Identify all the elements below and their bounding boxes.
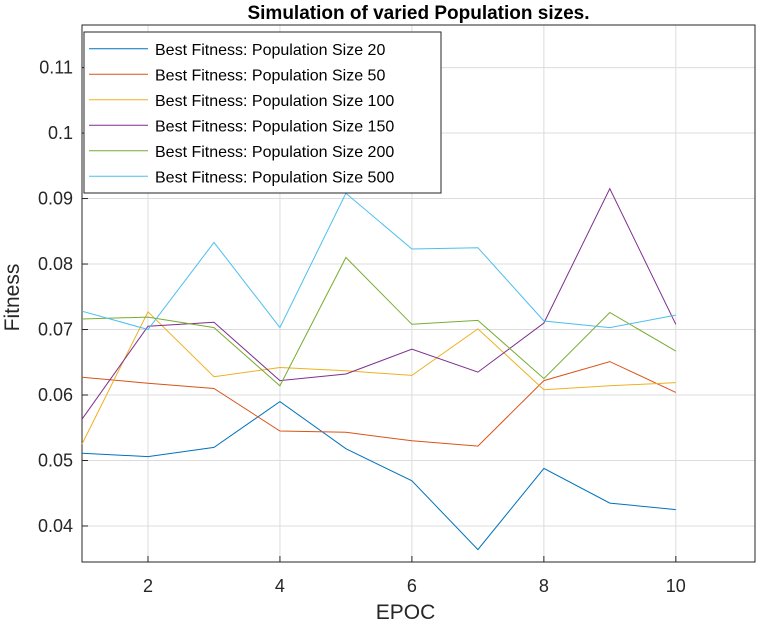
series-line bbox=[81, 361, 677, 447]
legend-label: Best Fitness: Population Size 200 bbox=[155, 144, 394, 161]
x-tick-label: 10 bbox=[666, 576, 686, 596]
legend-item[interactable]: Best Fitness: Population Size 150 bbox=[89, 118, 394, 135]
legend-label: Best Fitness: Population Size 50 bbox=[155, 67, 385, 84]
legend-label: Best Fitness: Population Size 150 bbox=[155, 118, 394, 135]
legend-label: Best Fitness: Population Size 500 bbox=[155, 169, 394, 186]
x-tick-label: 4 bbox=[275, 576, 285, 596]
series-line bbox=[81, 310, 676, 445]
y-tick-label: 0.07 bbox=[38, 320, 73, 340]
series-line bbox=[81, 400, 676, 551]
legend-item[interactable]: Best Fitness: Population Size 50 bbox=[89, 67, 385, 84]
x-tick-label: 8 bbox=[539, 576, 549, 596]
y-tick-label: 0.08 bbox=[38, 254, 73, 274]
legend-item[interactable]: Best Fitness: Population Size 100 bbox=[89, 93, 394, 110]
series-line bbox=[81, 187, 677, 420]
legend[interactable]: Best Fitness: Population Size 20 Best Fit… bbox=[83, 31, 442, 194]
chart-title: Simulation of varied Population sizes. bbox=[247, 3, 589, 24]
series-group bbox=[81, 361, 677, 447]
series-group bbox=[81, 310, 676, 445]
series-layer bbox=[81, 187, 677, 551]
y-tick-label: 0.05 bbox=[38, 450, 73, 470]
legend-item[interactable]: Best Fitness: Population Size 500 bbox=[89, 169, 394, 186]
legend-label: Best Fitness: Population Size 100 bbox=[155, 93, 394, 110]
y-tick-label: 0.1 bbox=[48, 123, 73, 143]
series-group bbox=[81, 400, 676, 551]
series-line bbox=[81, 192, 676, 331]
y-tick-label: 0.11 bbox=[39, 58, 73, 78]
legend-item[interactable]: Best Fitness: Population Size 200 bbox=[89, 144, 394, 161]
y-tick-label: 0.06 bbox=[38, 385, 73, 405]
x-tick-label: 6 bbox=[407, 576, 417, 596]
series-group bbox=[81, 256, 677, 387]
series-line bbox=[81, 256, 677, 387]
axis-ticks: 2 4 6 8 10 0.04 0.05 0.06 0.07 0.08 0.09 0.1 0.11 bbox=[38, 58, 686, 596]
x-tick-label: 2 bbox=[143, 576, 153, 596]
y-tick-label: 0.04 bbox=[38, 516, 73, 536]
y-tick-label: 0.09 bbox=[38, 189, 73, 209]
series-group bbox=[81, 192, 676, 331]
y-axis-label: Fitness bbox=[1, 264, 24, 332]
legend-box bbox=[83, 31, 442, 194]
x-axis-label: EPOC bbox=[376, 601, 436, 624]
legend-label: Best Fitness: Population Size 20 bbox=[155, 42, 385, 59]
legend-item[interactable]: Best Fitness: Population Size 20 bbox=[89, 42, 385, 59]
plot-area bbox=[81, 24, 756, 563]
series-group bbox=[81, 187, 677, 420]
